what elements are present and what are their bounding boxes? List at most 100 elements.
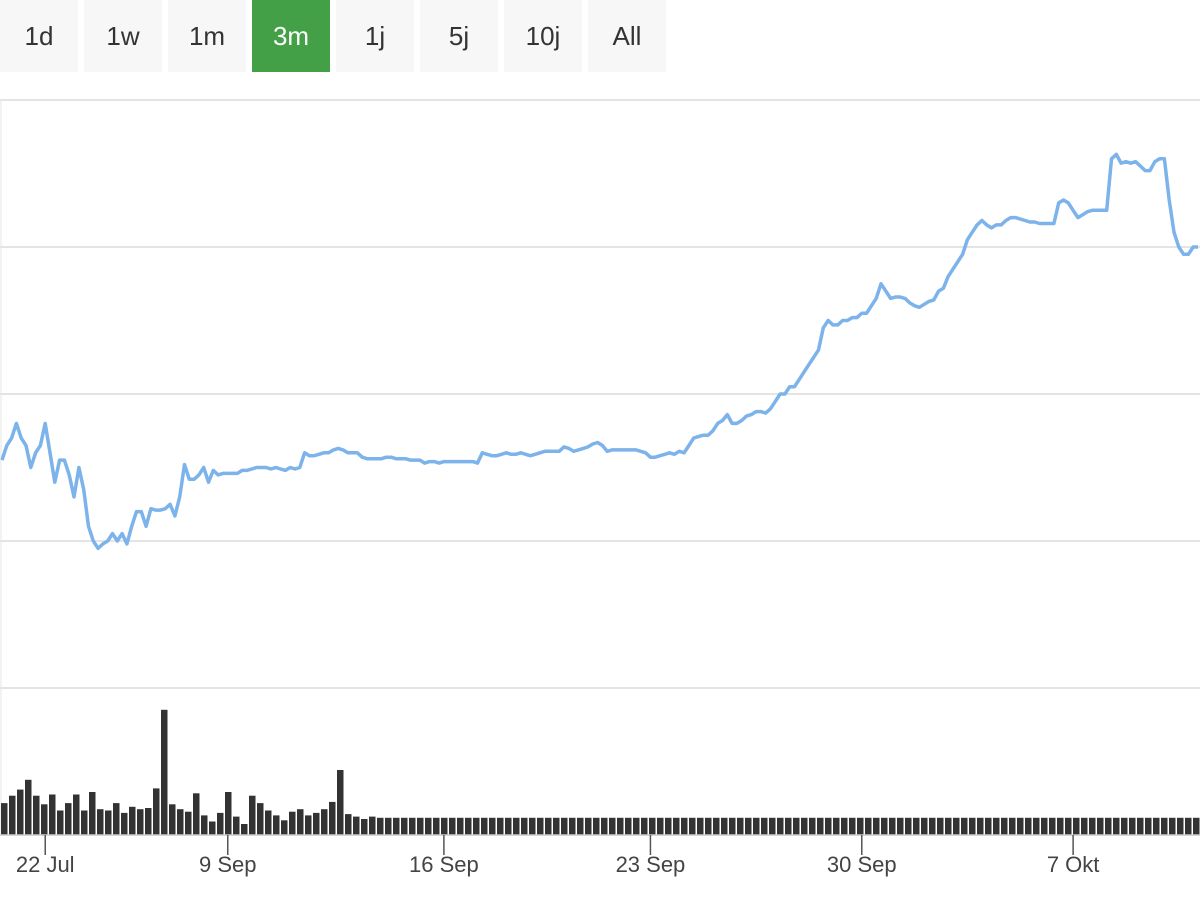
volume-bar xyxy=(505,817,512,835)
volume-bar xyxy=(857,817,864,835)
x-tick-label: 9 Sep xyxy=(199,852,257,877)
volume-bar xyxy=(833,817,840,835)
volume-bar xyxy=(1137,817,1144,835)
volume-bar xyxy=(329,801,336,835)
volume-bar xyxy=(953,817,960,835)
volume-bar xyxy=(937,817,944,835)
volume-bar xyxy=(377,817,384,835)
volume-bar xyxy=(177,809,184,835)
volume-bar xyxy=(225,792,232,835)
volume-bar xyxy=(313,812,320,835)
volume-bar xyxy=(569,817,576,835)
volume-bar xyxy=(721,817,728,835)
volume-bar xyxy=(561,817,568,835)
volume-bar xyxy=(553,817,560,835)
volume-bar xyxy=(929,817,936,835)
volume-bar xyxy=(809,817,816,835)
volume-bar xyxy=(441,817,448,835)
volume-bar xyxy=(1001,817,1008,835)
volume-bar xyxy=(513,817,520,835)
volume-bar xyxy=(873,817,880,835)
volume-bar xyxy=(545,817,552,835)
volume-bar xyxy=(185,811,192,835)
volume-bar xyxy=(521,817,528,835)
volume-bar xyxy=(841,817,848,835)
volume-bar xyxy=(1169,817,1176,835)
volume-bar xyxy=(17,789,24,835)
range-button-all[interactable]: All xyxy=(588,0,666,72)
volume-bar xyxy=(417,817,424,835)
volume-bar xyxy=(633,817,640,835)
volume-bar xyxy=(89,792,96,835)
range-button-1m[interactable]: 1m xyxy=(168,0,246,72)
range-button-3m[interactable]: 3m xyxy=(252,0,330,72)
volume-bar xyxy=(393,817,400,835)
range-button-10j[interactable]: 10j xyxy=(504,0,582,72)
volume-bar xyxy=(281,820,288,835)
volume-bar xyxy=(305,815,312,835)
volume-bar xyxy=(289,811,296,835)
volume-bar xyxy=(793,817,800,835)
range-button-5j[interactable]: 5j xyxy=(420,0,498,72)
volume-bar xyxy=(25,779,32,835)
volume-bar xyxy=(985,817,992,835)
volume-bar xyxy=(657,817,664,835)
volume-bar xyxy=(273,815,280,835)
volume-bar xyxy=(33,795,40,835)
volume-bar xyxy=(265,810,272,835)
volume-bar xyxy=(905,817,912,835)
volume-bar xyxy=(1097,817,1104,835)
volume-bar xyxy=(257,803,264,835)
volume-bar xyxy=(1105,817,1112,835)
volume-bar xyxy=(1033,817,1040,835)
volume-bar xyxy=(249,795,256,835)
volume-bar xyxy=(609,817,616,835)
volume-bar xyxy=(345,814,352,835)
volume-bar xyxy=(161,709,168,835)
volume-bar xyxy=(473,817,480,835)
range-button-1d[interactable]: 1d xyxy=(0,0,78,72)
volume-bar xyxy=(769,817,776,835)
volume-bar xyxy=(585,817,592,835)
volume-bar xyxy=(945,817,952,835)
volume-bar xyxy=(465,817,472,835)
volume-bar xyxy=(1057,817,1064,835)
volume-bar xyxy=(649,817,656,835)
volume-bar xyxy=(1065,817,1072,835)
volume-bar xyxy=(593,817,600,835)
x-tick-label: 22 Jul xyxy=(16,852,75,877)
volume-bar xyxy=(1009,817,1016,835)
volume-bar xyxy=(969,817,976,835)
x-tick-label: 16 Sep xyxy=(409,852,479,877)
volume-bar xyxy=(1193,817,1200,835)
range-button-1w[interactable]: 1w xyxy=(84,0,162,72)
volume-bar xyxy=(977,817,984,835)
volume-bar xyxy=(601,817,608,835)
volume-bar xyxy=(993,817,1000,835)
volume-bar xyxy=(1153,817,1160,835)
volume-bar xyxy=(65,803,72,835)
volume-bar xyxy=(713,817,720,835)
volume-bar xyxy=(385,817,392,835)
volume-bar xyxy=(681,817,688,835)
volume-bar xyxy=(1121,817,1128,835)
volume-bar xyxy=(137,809,144,835)
volume-bar xyxy=(201,815,208,835)
x-tick-label: 23 Sep xyxy=(616,852,686,877)
volume-bar xyxy=(145,808,152,835)
volume-bar xyxy=(881,817,888,835)
volume-bar xyxy=(113,803,120,835)
volume-bar xyxy=(497,817,504,835)
volume-bar xyxy=(129,806,136,835)
x-tick-label: 30 Sep xyxy=(827,852,897,877)
volume-bar xyxy=(1041,817,1048,835)
volume-bar xyxy=(1113,817,1120,835)
volume-bar xyxy=(169,804,176,835)
volume-bar xyxy=(97,809,104,835)
volume-bar xyxy=(1089,817,1096,835)
volume-bar xyxy=(153,788,160,835)
range-button-1j[interactable]: 1j xyxy=(336,0,414,72)
volume-bar xyxy=(49,794,56,835)
volume-bar xyxy=(761,817,768,835)
